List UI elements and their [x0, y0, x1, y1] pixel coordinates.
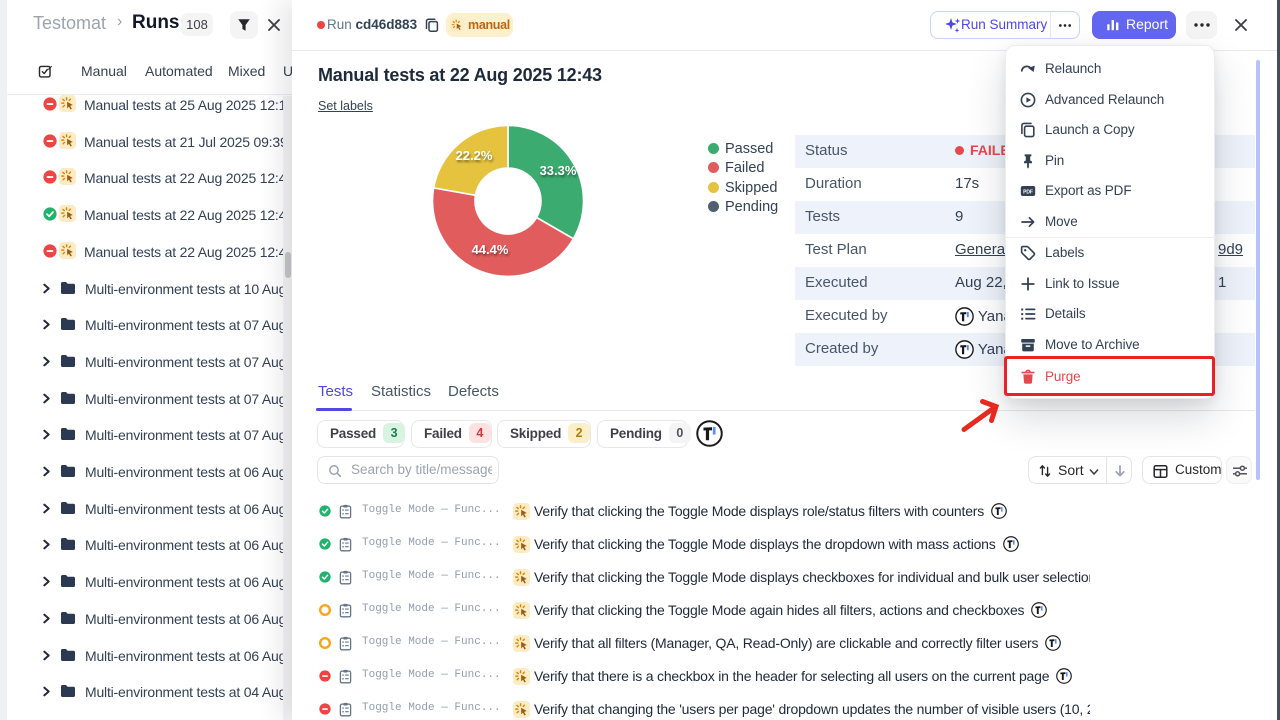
- svg-text:33.3%: 33.3%: [540, 163, 577, 178]
- svg-text:44.4%: 44.4%: [472, 242, 509, 257]
- svg-text:22.2%: 22.2%: [456, 148, 493, 163]
